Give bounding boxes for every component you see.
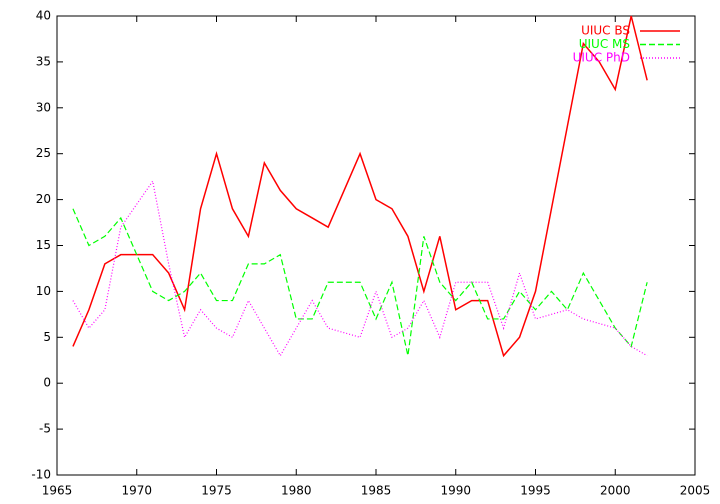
plot-border — [56, 15, 696, 476]
x-tick-label: 1980 — [281, 484, 312, 498]
x-tick-label: 1985 — [361, 484, 392, 498]
y-tick-label: 10 — [36, 284, 51, 298]
y-tick-label: 0 — [43, 376, 51, 390]
x-tick-label: 1975 — [201, 484, 232, 498]
y-tick-label: 15 — [36, 238, 51, 252]
x-tick-label: 1990 — [440, 484, 471, 498]
x-tick-label: 2000 — [600, 484, 631, 498]
y-tick-label: -10 — [31, 468, 51, 482]
y-tick-label: -5 — [39, 422, 51, 436]
y-tick-label: 30 — [36, 100, 51, 114]
x-tick-label: 2005 — [680, 484, 711, 498]
series-line — [72, 179, 648, 357]
series-line — [72, 15, 648, 358]
y-tick-label: 40 — [36, 9, 51, 23]
x-tick-label: 1970 — [121, 484, 152, 498]
y-tick-label: 25 — [36, 146, 51, 160]
legend-label: UIUC BS — [581, 24, 630, 38]
x-tick-label: 1995 — [520, 484, 551, 498]
y-tick-label: 35 — [36, 54, 51, 68]
legend-label: UIUC PhD — [573, 51, 630, 65]
x-tick-label: 1965 — [42, 484, 73, 498]
series-line — [72, 208, 648, 356]
legend-label: UIUC MS — [579, 37, 630, 51]
y-tick-label: 5 — [43, 330, 51, 344]
y-tick-label: 20 — [36, 192, 51, 206]
